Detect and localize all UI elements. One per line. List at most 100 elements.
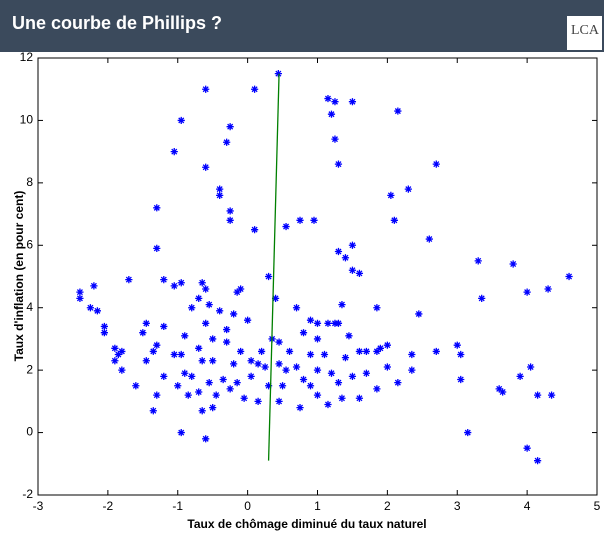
y-tick-label: 6 — [26, 237, 33, 251]
scatter-point — [153, 391, 161, 399]
scatter-point — [202, 285, 210, 293]
scatter-point — [153, 244, 161, 253]
logo: LCA — [571, 23, 600, 38]
scatter-point — [181, 369, 189, 377]
scatter-point — [387, 191, 395, 199]
scatter-point — [324, 400, 332, 409]
scatter-point — [338, 394, 346, 402]
scatter-point — [216, 307, 224, 315]
scatter-point — [195, 388, 203, 396]
scatter-point — [275, 360, 283, 368]
x-tick-label: -1 — [172, 499, 183, 513]
scatter-point — [202, 319, 210, 327]
scatter-point — [509, 260, 517, 268]
header-bar — [0, 0, 604, 52]
scatter-point — [348, 98, 357, 106]
scatter-point — [160, 322, 168, 331]
scatter-point — [230, 310, 238, 318]
scatter-point — [313, 319, 322, 327]
scatter-point — [432, 160, 440, 168]
scatter-point — [327, 110, 336, 118]
fit-line — [267, 73, 280, 461]
scatter-point — [216, 191, 224, 199]
x-tick-label: -2 — [103, 499, 114, 513]
scatter-point — [565, 272, 573, 281]
scatter-point — [149, 407, 157, 415]
scatter-point — [547, 391, 556, 399]
scatter-point — [362, 369, 371, 377]
scatter-point — [111, 344, 119, 352]
scatter-point — [195, 294, 203, 302]
scatter-point — [383, 341, 391, 349]
scatter-point — [331, 135, 339, 143]
scatter-point — [177, 350, 185, 359]
scatter-point — [160, 276, 168, 284]
scatter-point — [223, 325, 231, 334]
y-tick-label: 4 — [26, 300, 33, 314]
scatter-point — [160, 372, 168, 380]
scatter-point — [292, 304, 301, 312]
scatter-point — [362, 347, 371, 356]
scatter-point — [523, 288, 531, 296]
scatter-point — [348, 266, 357, 274]
scatter-point — [247, 357, 255, 365]
scatter-point — [296, 216, 304, 224]
scatter-point — [310, 216, 318, 224]
y-tick-label: 8 — [26, 175, 33, 189]
scatter-point — [212, 391, 220, 399]
scatter-point — [544, 285, 552, 293]
scatter-point — [118, 347, 126, 356]
scatter-point — [373, 385, 381, 393]
scatter-point — [516, 372, 524, 380]
scatter-point — [306, 316, 315, 324]
scatter-point — [100, 329, 108, 337]
scatter-point — [527, 363, 535, 371]
scatter-point — [394, 107, 402, 115]
scatter-point — [209, 335, 217, 343]
scatter-point — [327, 369, 336, 377]
scatter-point — [226, 216, 234, 224]
scatter-point — [237, 347, 245, 356]
scatter-point — [205, 300, 213, 309]
scatter-point — [139, 329, 147, 337]
scatter-point — [223, 338, 231, 346]
scatter-point — [254, 397, 262, 405]
scatter-point — [114, 350, 122, 359]
scatter-point — [233, 379, 241, 387]
scatter-point — [226, 385, 234, 393]
scatter-point — [306, 382, 315, 390]
scatter-point — [198, 279, 206, 287]
x-tick-label: 3 — [454, 499, 461, 513]
scatter-point — [170, 350, 178, 359]
scatter-point — [209, 404, 217, 412]
scatter-point — [274, 70, 282, 78]
scatter-point — [355, 347, 364, 356]
scatter-point — [331, 98, 339, 106]
scatter-point — [271, 294, 280, 302]
scatter-point — [408, 366, 416, 374]
scatter-point — [100, 322, 108, 331]
scatter-point — [299, 375, 308, 384]
scatter-point — [282, 222, 290, 231]
y-tick-label: 0 — [26, 425, 33, 439]
scatter-point — [341, 254, 350, 262]
scatter-point — [348, 372, 357, 380]
x-tick-label: 5 — [594, 499, 601, 513]
y-tick-label: 2 — [26, 362, 33, 376]
scatter-point — [415, 310, 423, 318]
scatter-point — [313, 335, 322, 343]
scatter-point — [209, 357, 217, 365]
scatter-point — [177, 428, 185, 437]
scatter-point — [534, 391, 542, 399]
scatter-point — [264, 382, 273, 390]
scatter-point — [261, 363, 269, 371]
x-tick-label: 4 — [524, 499, 531, 513]
scatter-point — [495, 385, 503, 393]
scatter-point — [457, 350, 465, 359]
scatter-point — [198, 357, 206, 365]
y-tick-label: 10 — [20, 113, 34, 127]
scatter-point — [373, 347, 381, 356]
scatter-point — [296, 404, 304, 412]
scatter-point — [230, 360, 238, 368]
scatter-point — [90, 282, 98, 290]
